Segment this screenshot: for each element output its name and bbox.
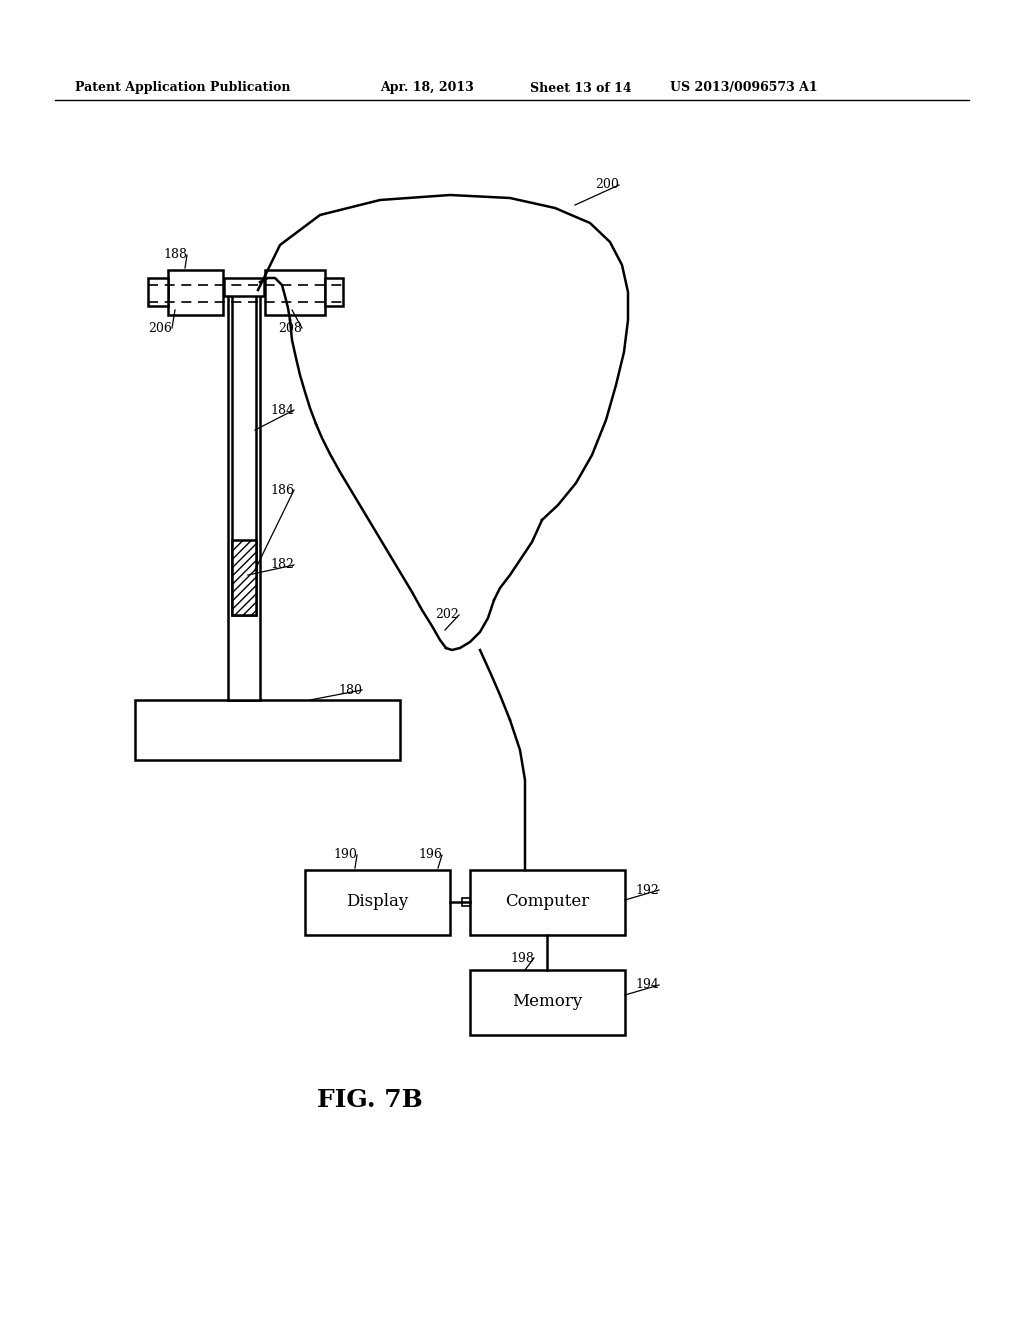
Bar: [168, 271, 223, 315]
Bar: [462, 898, 470, 906]
Text: 202: 202: [435, 609, 459, 622]
Text: 190: 190: [333, 849, 357, 862]
Text: 192: 192: [635, 883, 658, 896]
Text: 184: 184: [270, 404, 294, 417]
Bar: [265, 271, 325, 315]
Bar: [470, 970, 625, 1035]
Text: US 2013/0096573 A1: US 2013/0096573 A1: [670, 82, 817, 95]
Text: 206: 206: [148, 322, 172, 334]
Bar: [135, 700, 400, 760]
Text: 208: 208: [278, 322, 302, 334]
Bar: [228, 290, 260, 700]
Bar: [325, 279, 343, 306]
Bar: [224, 279, 264, 296]
Text: 186: 186: [270, 483, 294, 496]
Bar: [232, 540, 256, 615]
Bar: [148, 279, 168, 306]
Text: Apr. 18, 2013: Apr. 18, 2013: [380, 82, 474, 95]
Text: 196: 196: [418, 849, 442, 862]
Text: 188: 188: [163, 248, 187, 261]
Text: 182: 182: [270, 558, 294, 572]
Text: Display: Display: [346, 894, 409, 911]
Text: Sheet 13 of 14: Sheet 13 of 14: [530, 82, 632, 95]
Text: Memory: Memory: [512, 994, 582, 1011]
Bar: [305, 870, 450, 935]
Text: 200: 200: [595, 178, 618, 191]
Text: 194: 194: [635, 978, 658, 991]
Bar: [232, 294, 256, 615]
Bar: [470, 870, 625, 935]
Text: FIG. 7B: FIG. 7B: [317, 1088, 423, 1111]
Text: Computer: Computer: [505, 894, 589, 911]
Text: 180: 180: [338, 684, 362, 697]
Text: 198: 198: [510, 952, 534, 965]
Text: Patent Application Publication: Patent Application Publication: [75, 82, 291, 95]
